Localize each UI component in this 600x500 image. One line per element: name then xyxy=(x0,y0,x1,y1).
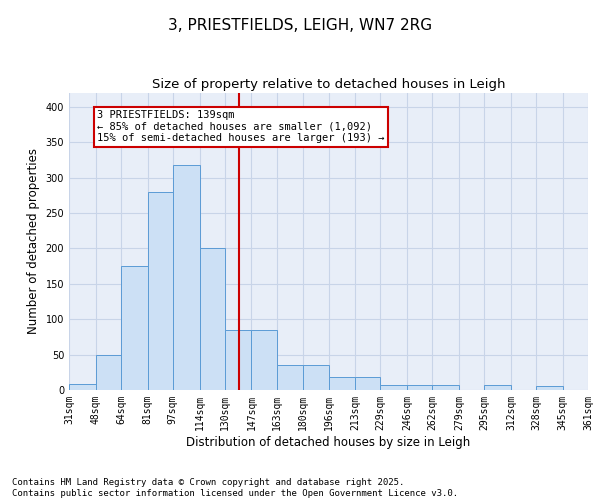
Y-axis label: Number of detached properties: Number of detached properties xyxy=(27,148,40,334)
Text: Contains HM Land Registry data © Crown copyright and database right 2025.
Contai: Contains HM Land Registry data © Crown c… xyxy=(12,478,458,498)
Bar xyxy=(96,354,121,390)
Bar xyxy=(200,248,224,390)
Bar xyxy=(148,192,173,390)
Bar xyxy=(225,330,251,390)
Bar xyxy=(121,266,148,390)
Bar xyxy=(277,365,304,390)
Bar xyxy=(329,377,355,390)
X-axis label: Distribution of detached houses by size in Leigh: Distribution of detached houses by size … xyxy=(187,436,470,448)
Bar xyxy=(407,385,432,390)
Text: 3 PRIESTFIELDS: 139sqm
← 85% of detached houses are smaller (1,092)
15% of semi-: 3 PRIESTFIELDS: 139sqm ← 85% of detached… xyxy=(97,110,385,144)
Bar xyxy=(432,385,459,390)
Bar xyxy=(536,386,563,390)
Text: 3, PRIESTFIELDS, LEIGH, WN7 2RG: 3, PRIESTFIELDS, LEIGH, WN7 2RG xyxy=(168,18,432,32)
Bar xyxy=(251,330,277,390)
Bar xyxy=(355,377,380,390)
Bar xyxy=(380,385,407,390)
Bar xyxy=(173,165,200,390)
Bar xyxy=(484,385,511,390)
Title: Size of property relative to detached houses in Leigh: Size of property relative to detached ho… xyxy=(152,78,505,92)
Bar xyxy=(69,384,96,390)
Bar xyxy=(304,365,329,390)
